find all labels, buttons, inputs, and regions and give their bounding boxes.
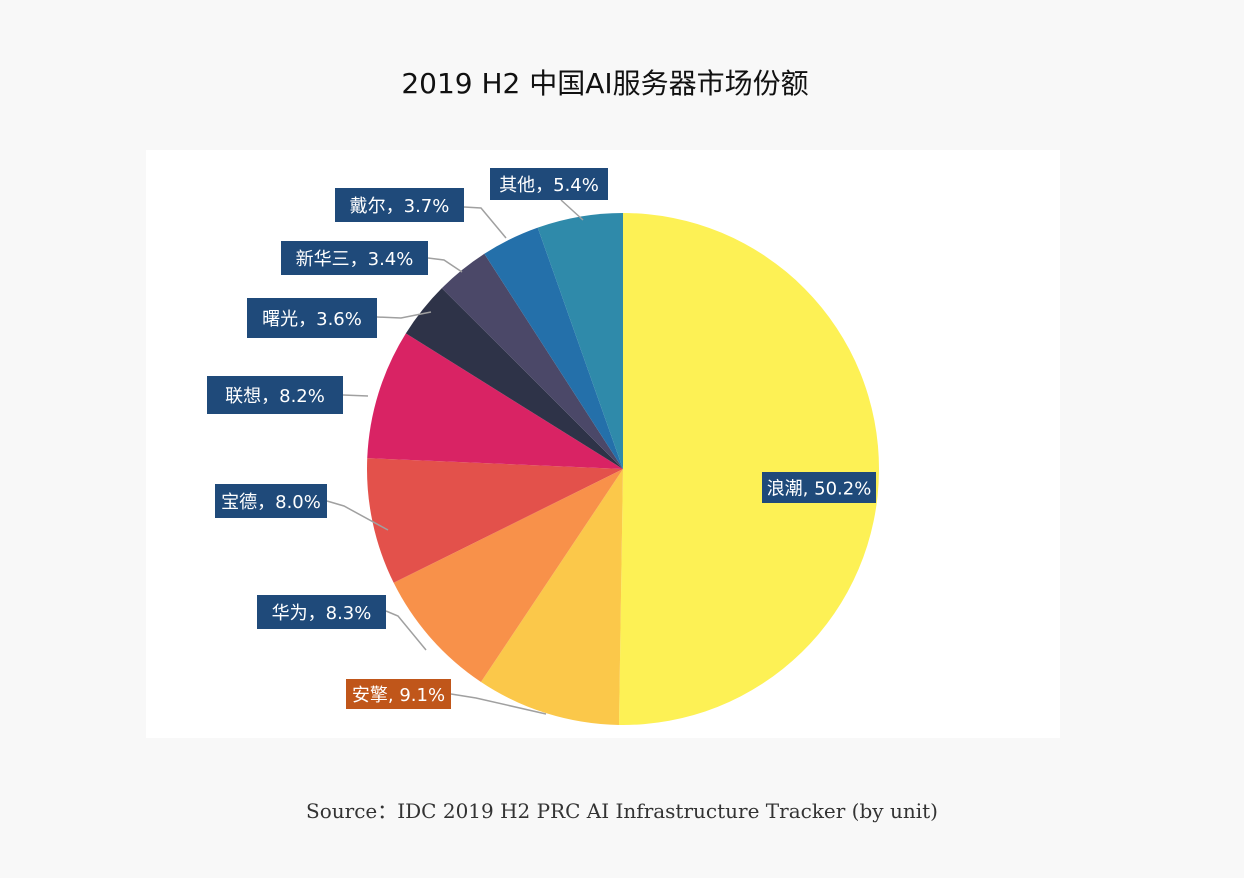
- pie-slice: [484, 227, 623, 469]
- slice-label-text: 其他，5.4%: [499, 175, 599, 196]
- slice-label-box: [346, 679, 451, 709]
- slice-label-box: [215, 484, 327, 518]
- slice-label-text: 联想，8.2%: [225, 386, 325, 407]
- leader-line: [326, 500, 389, 531]
- slice-label-box: [207, 376, 343, 414]
- slice-label: 华为，8.3%: [257, 595, 386, 629]
- slice-label-text: 安擎, 9.1%: [352, 685, 445, 706]
- slice-label-box: [762, 472, 876, 503]
- leader-line: [385, 610, 427, 651]
- slice-label-text: 华为，8.3%: [272, 603, 372, 624]
- slice-label-box: [281, 241, 428, 275]
- pie-slice: [393, 469, 623, 682]
- slice-label-box: [335, 188, 464, 222]
- leader-line: [427, 257, 463, 273]
- plot-panel: 浪潮, 50.2% 安擎, 9.1% 华为，8.3% 宝德，8.0% 联想，8.2% 曙光…: [146, 150, 1060, 738]
- leader-line: [376, 311, 432, 319]
- pie-chart: 浪潮, 50.2% 安擎, 9.1% 华为，8.3% 宝德，8.0% 联想，8.2% 曙光…: [207, 168, 879, 726]
- leader-line: [463, 206, 507, 239]
- slice-label: 曙光，3.6%: [247, 298, 377, 338]
- leader-line: [450, 693, 547, 715]
- slice-label: 安擎, 9.1%: [346, 679, 451, 709]
- pie-slice: [480, 469, 623, 725]
- leader-line: [342, 394, 369, 397]
- pie-slice: [618, 213, 879, 726]
- slice-label: 其他，5.4%: [490, 168, 608, 200]
- slice-label-text: 曙光，3.6%: [262, 309, 362, 330]
- pie-slice: [367, 458, 623, 583]
- slice-label: 宝德，8.0%: [215, 484, 327, 518]
- pie-slice: [537, 213, 623, 469]
- slice-label: 浪潮, 50.2%: [762, 472, 876, 503]
- slice-label-box: [247, 298, 377, 338]
- leader-line: [560, 199, 584, 221]
- slice-label-text: 浪潮, 50.2%: [767, 479, 872, 500]
- chart-title: 2019 H2 中国AI服务器市场份额: [401, 67, 809, 100]
- pie-slice: [405, 288, 623, 469]
- slice-label: 联想，8.2%: [207, 376, 343, 414]
- source-note: Source：IDC 2019 H2 PRC AI Infrastructure…: [306, 799, 938, 823]
- slice-label-text: 新华三，3.4%: [296, 249, 414, 270]
- slice-label-box: [257, 595, 386, 629]
- slice-label-box: [490, 168, 608, 200]
- slice-label: 新华三，3.4%: [281, 241, 428, 275]
- slice-label-text: 宝德，8.0%: [221, 492, 321, 513]
- pie-slice: [367, 333, 623, 469]
- slice-label-text: 戴尔，3.7%: [350, 196, 450, 217]
- pie-slice: [441, 253, 623, 469]
- slice-label: 戴尔，3.7%: [335, 188, 464, 222]
